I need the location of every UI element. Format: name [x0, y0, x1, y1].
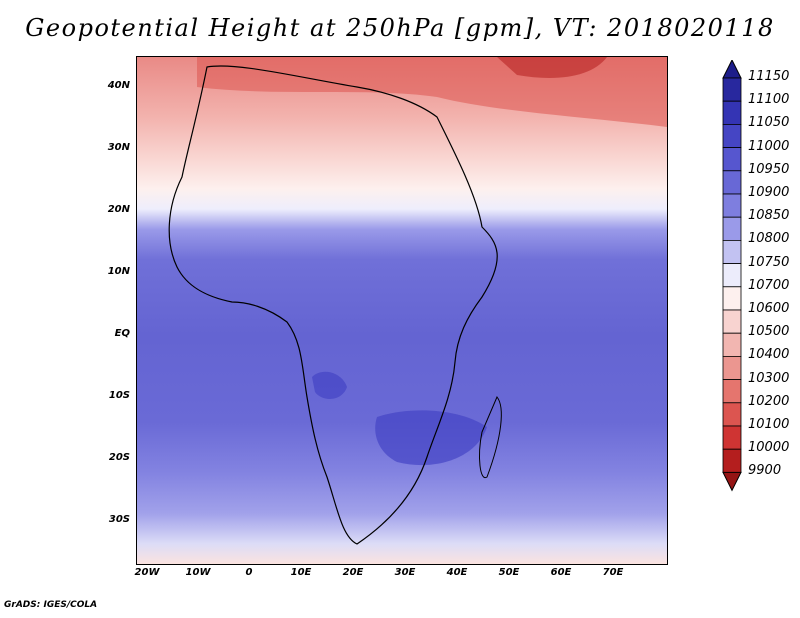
- colorbar-top-triangle: [722, 60, 742, 79]
- lon-tick-label: 60E: [550, 567, 572, 578]
- colorbar-swatch: [722, 100, 742, 125]
- footer-credit: GrADS: IGES/COLA: [4, 600, 98, 610]
- lon-tick-label: 10E: [290, 567, 312, 578]
- colorbar-bottom-triangle: [722, 471, 742, 492]
- map-title: Geopotential Height at 250hPa [gpm], VT:…: [25, 14, 775, 42]
- lat-tick-label: 10N: [107, 266, 130, 277]
- legend-level-label: 10750: [748, 254, 790, 270]
- colorbar-swatch: [722, 448, 742, 473]
- lon-tick-label: 30E: [394, 567, 416, 578]
- map-plot-area: [136, 56, 668, 565]
- colorbar-swatch: [722, 425, 742, 450]
- legend-level-label: 11050: [748, 115, 790, 131]
- lat-tick-label: 30S: [108, 514, 130, 525]
- legend-level-label: 10000: [748, 440, 790, 456]
- lon-tick-label: 50E: [498, 567, 520, 578]
- lat-tick-label: EQ: [114, 328, 130, 339]
- high-height-contour-southern-africa: [375, 410, 487, 466]
- colorbar-swatch: [722, 170, 742, 195]
- legend-level-label: 10950: [748, 161, 790, 177]
- legend-level-label: 11000: [748, 138, 790, 154]
- madagascar-coastline: [479, 396, 502, 479]
- lat-tick-label: 10S: [108, 390, 130, 401]
- legend-level-label: 10200: [748, 393, 790, 409]
- legend-level-label: 10850: [748, 208, 790, 224]
- lat-tick-label: 40N: [107, 80, 130, 91]
- legend-level-label: 10100: [748, 417, 790, 432]
- colorbar-swatch: [722, 124, 742, 149]
- low-height-contour-core: [497, 57, 607, 78]
- lat-tick-label: 20S: [108, 452, 130, 463]
- height-field: [137, 57, 667, 564]
- colorbar-swatch: [722, 147, 742, 172]
- colorbar-swatch: [722, 77, 742, 102]
- legend-level-label: 10900: [748, 185, 790, 200]
- legend-level-label: 10400: [748, 347, 790, 363]
- legend-level-label: 10800: [748, 231, 790, 247]
- colorbar-swatch: [722, 193, 742, 218]
- colorbar-swatch: [722, 402, 742, 427]
- colorbar-swatch: [722, 355, 742, 380]
- africa-coastline: [168, 65, 498, 545]
- legend-level-label: 10300: [748, 370, 790, 386]
- lat-tick-label: 30N: [107, 142, 130, 153]
- legend-level-label: 9900: [748, 463, 782, 479]
- colorbar-swatch: [722, 309, 742, 334]
- legend-level-label: 11150: [748, 69, 790, 84]
- lon-tick-label: 0: [245, 567, 253, 578]
- legend-level-label: 10500: [748, 324, 790, 340]
- legend-level-label: 10600: [748, 301, 790, 316]
- contour-map: [137, 57, 667, 564]
- lat-tick-label: 20N: [107, 204, 130, 215]
- colorbar-swatch: [722, 286, 742, 311]
- lon-tick-label: 20W: [134, 567, 160, 578]
- colorbar-swatch: [722, 216, 742, 241]
- legend-level-label: 10700: [748, 277, 790, 293]
- lon-tick-label: 70E: [602, 567, 624, 578]
- colorbar-swatch: [722, 263, 742, 288]
- legend-level-label: 11100: [748, 92, 790, 108]
- colorbar-swatch: [722, 239, 742, 264]
- colorbar-swatch: [722, 332, 742, 357]
- lon-tick-label: 10W: [185, 567, 211, 578]
- lon-tick-label: 20E: [342, 567, 364, 578]
- colorbar: [722, 60, 742, 492]
- colorbar-swatch: [722, 379, 742, 404]
- lon-tick-label: 40E: [446, 567, 468, 578]
- high-height-contour-angola: [312, 371, 347, 399]
